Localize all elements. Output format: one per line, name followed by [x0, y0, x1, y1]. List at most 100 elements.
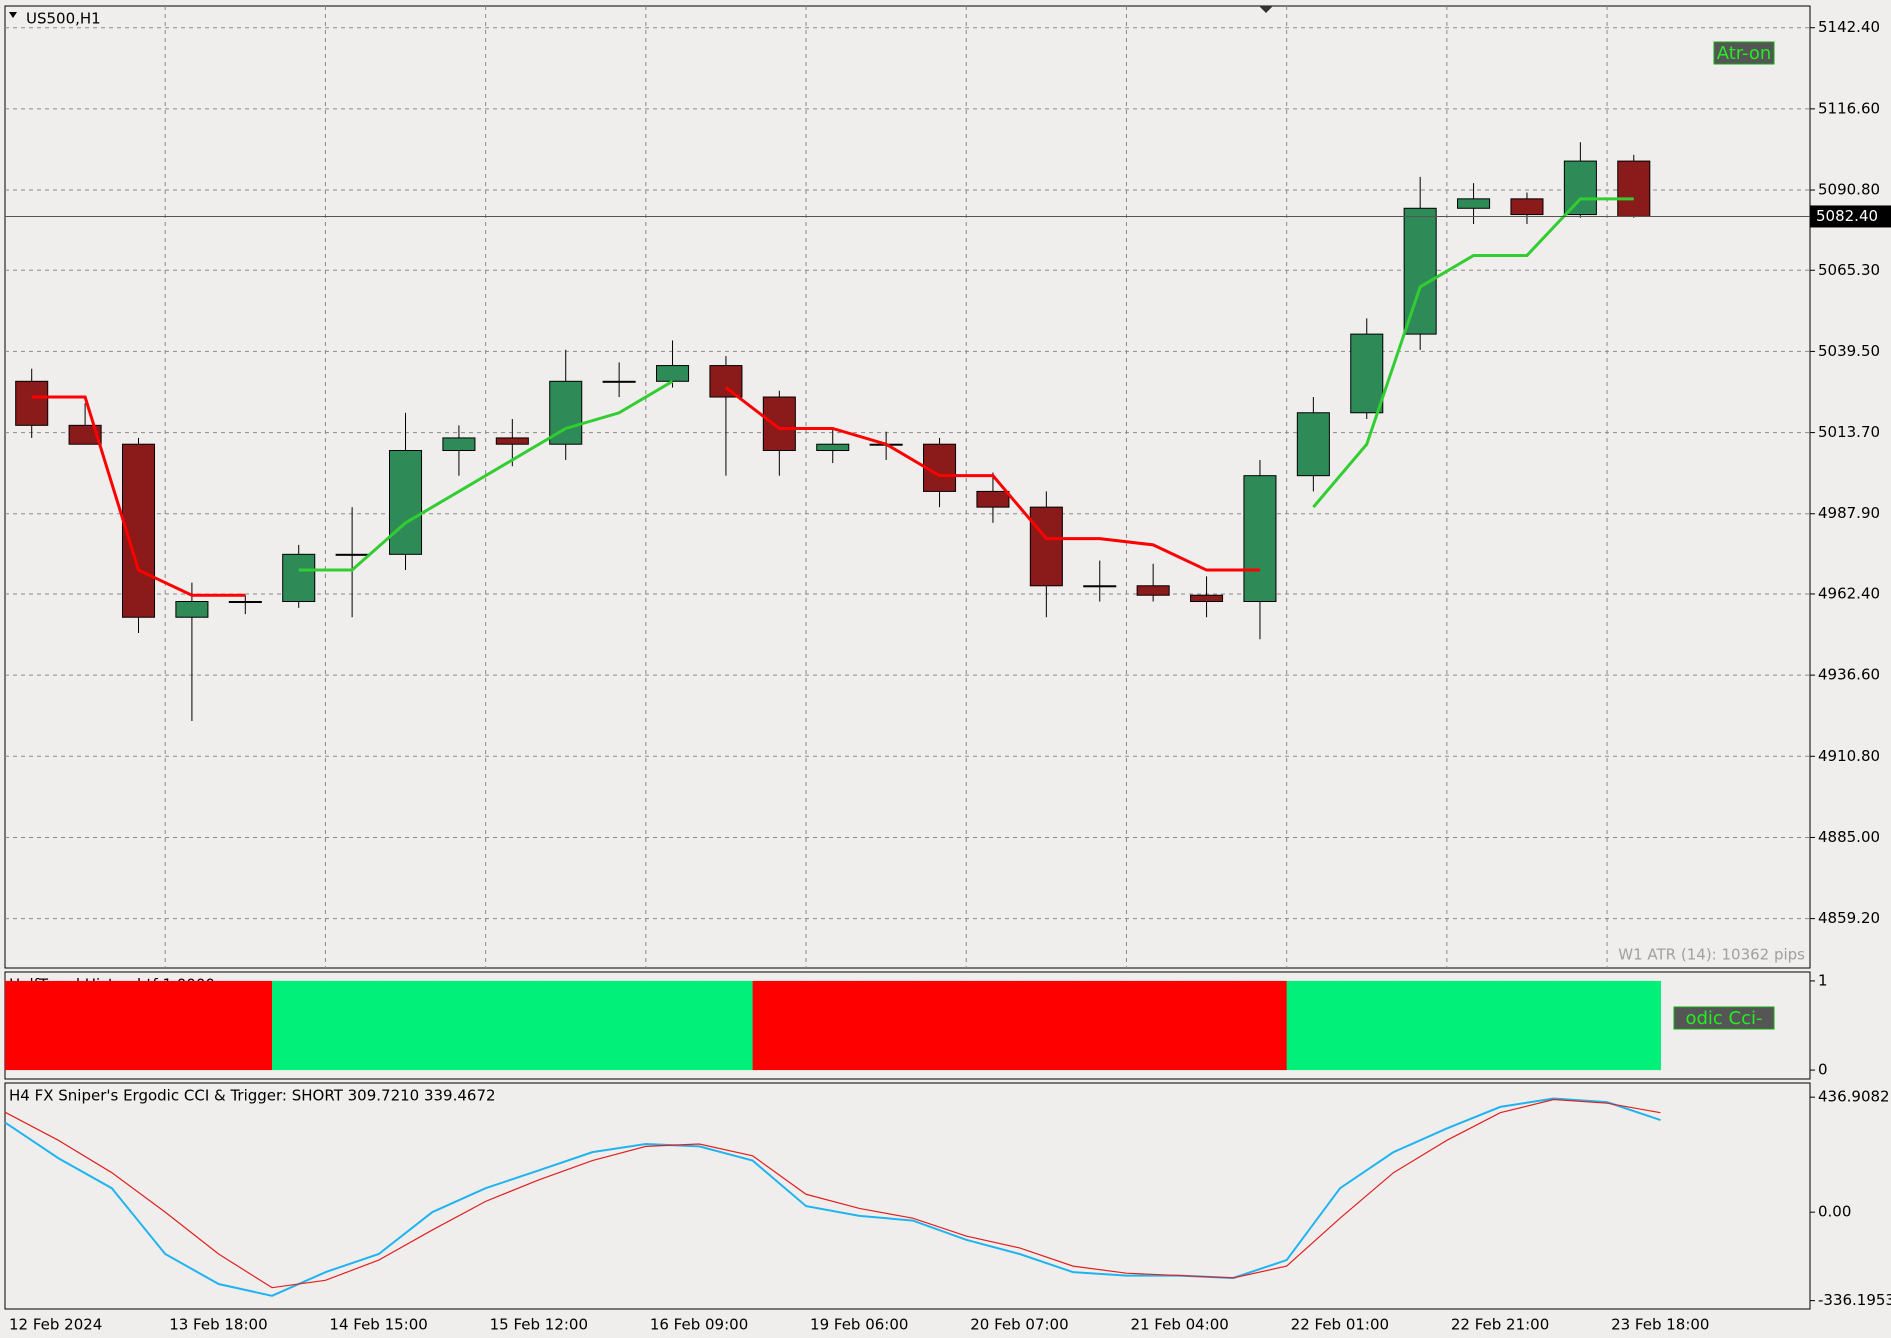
price-label-box: [1810, 205, 1891, 228]
histo-bar: [539, 980, 593, 1071]
x-tick-label: 21 Feb 04:00: [1130, 1316, 1228, 1334]
y-tick-label: 5116.60: [1818, 99, 1880, 117]
histo-bar: [1607, 980, 1661, 1071]
candle-body: [1563, 160, 1597, 216]
atr-badge-box: [1713, 41, 1775, 65]
histo-bar: [325, 980, 380, 1071]
candle-body: [656, 365, 690, 382]
candle-body: [442, 437, 476, 452]
histo-bar: [378, 980, 433, 1071]
candle-body: [1510, 198, 1544, 216]
y-tick-label: 4885.00: [1818, 828, 1880, 846]
candle-body: [816, 443, 850, 452]
main-panel-frame: [4, 5, 1811, 969]
histo-bar: [1446, 980, 1501, 1071]
candle-body: [495, 437, 529, 445]
candle-body: [1083, 585, 1117, 588]
histo-bar: [752, 980, 807, 1071]
cci-panel-frame: [4, 1082, 1811, 1310]
y-tick-label: 5065.30: [1818, 261, 1880, 279]
y-tick-label: 0.00: [1818, 1203, 1851, 1221]
histo-bar: [859, 980, 914, 1071]
x-tick-label: 19 Feb 06:00: [810, 1316, 908, 1334]
histo-bar: [111, 980, 166, 1071]
y-tick-label: -336.1953: [1818, 1291, 1891, 1309]
halftrend-line: [31, 386, 1260, 597]
x-tick-label: 22 Feb 01:00: [1291, 1316, 1389, 1334]
cci-title: H4 FX Sniper's Ergodic CCI & Trigger: SH…: [9, 1087, 496, 1105]
candle-body: [228, 601, 262, 604]
y-tick-label: 5013.70: [1818, 423, 1880, 441]
candle-body: [175, 601, 209, 618]
candle-body: [1457, 198, 1491, 209]
y-tick-label: 0: [1818, 1061, 1828, 1079]
cci-badge-box: [1673, 1006, 1775, 1030]
x-tick-label: 22 Feb 21:00: [1451, 1316, 1549, 1334]
histo-bar: [1019, 980, 1074, 1071]
x-tick-label: 14 Feb 15:00: [329, 1316, 427, 1334]
candle-body: [335, 553, 369, 556]
histo-bar: [699, 980, 754, 1071]
cci-line: [4, 1097, 1661, 1297]
candle-body: [1350, 333, 1384, 414]
histo-bar: [1073, 980, 1127, 1071]
histo-bar: [1126, 980, 1181, 1071]
y-tick-label: 1: [1818, 971, 1828, 989]
x-tick-label: 23 Feb 18:00: [1611, 1316, 1709, 1334]
y-tick-label: 4987.90: [1818, 504, 1880, 522]
shift-marker[interactable]: [1259, 6, 1273, 13]
histo-bar: [1393, 980, 1448, 1071]
histo-bar: [432, 980, 487, 1071]
x-tick-label: 16 Feb 09:00: [650, 1316, 748, 1334]
histo-bar: [966, 980, 1021, 1071]
candle-body: [282, 553, 316, 603]
candle-body: [762, 396, 796, 452]
histo-bar: [5, 980, 59, 1071]
candle-body: [976, 490, 1010, 508]
y-tick-label: 4936.60: [1818, 666, 1880, 684]
histo-bar: [1553, 980, 1608, 1071]
histo-bar: [1340, 980, 1394, 1071]
histo-bar: [1286, 980, 1341, 1071]
x-tick-label: 12 Feb 2024: [9, 1316, 102, 1334]
y-tick-label: 436.9082: [1818, 1088, 1890, 1106]
y-tick-label: 4859.20: [1818, 909, 1880, 927]
histo-bar: [218, 980, 273, 1071]
candle-body: [1243, 475, 1277, 603]
halftrend-line: [298, 197, 1634, 572]
candle-body: [68, 424, 102, 445]
y-tick-label: 5142.40: [1818, 18, 1880, 36]
histo-bar: [592, 980, 647, 1071]
y-tick-label: 5039.50: [1818, 342, 1880, 360]
y-tick-label: 5090.80: [1818, 181, 1880, 199]
atr-footnote: W1 ATR (14): 10362 pips: [1618, 946, 1805, 964]
cci-line: [4, 1098, 1661, 1289]
x-tick-label: 15 Feb 12:00: [490, 1316, 588, 1334]
histo-bar: [806, 980, 860, 1071]
candle-body: [388, 450, 423, 555]
menu-triangle[interactable]: [9, 12, 17, 18]
histo-bar: [1179, 980, 1234, 1071]
histo-bar: [912, 980, 967, 1071]
histo-bar: [58, 980, 113, 1071]
atr-badge: Atr-on: [1717, 43, 1772, 64]
candle-body: [1296, 412, 1330, 477]
candle-body: [1403, 207, 1437, 335]
y-tick-label: 4910.80: [1818, 747, 1880, 765]
price-label: 5082.40: [1816, 207, 1878, 225]
histo-bar: [645, 980, 700, 1071]
candle-body: [1029, 506, 1063, 587]
y-tick-label: 4962.40: [1818, 584, 1880, 602]
histo-bar: [1233, 980, 1288, 1071]
x-tick-label: 20 Feb 07:00: [970, 1316, 1068, 1334]
candle-body: [15, 380, 49, 426]
symbol-title: US500,H1: [26, 10, 101, 28]
histo-bar: [485, 980, 540, 1071]
candle-body: [1190, 594, 1224, 603]
histo-bar: [165, 980, 220, 1071]
histo-bar: [272, 980, 326, 1071]
candle-body: [1136, 585, 1170, 596]
candle-body: [602, 380, 636, 383]
